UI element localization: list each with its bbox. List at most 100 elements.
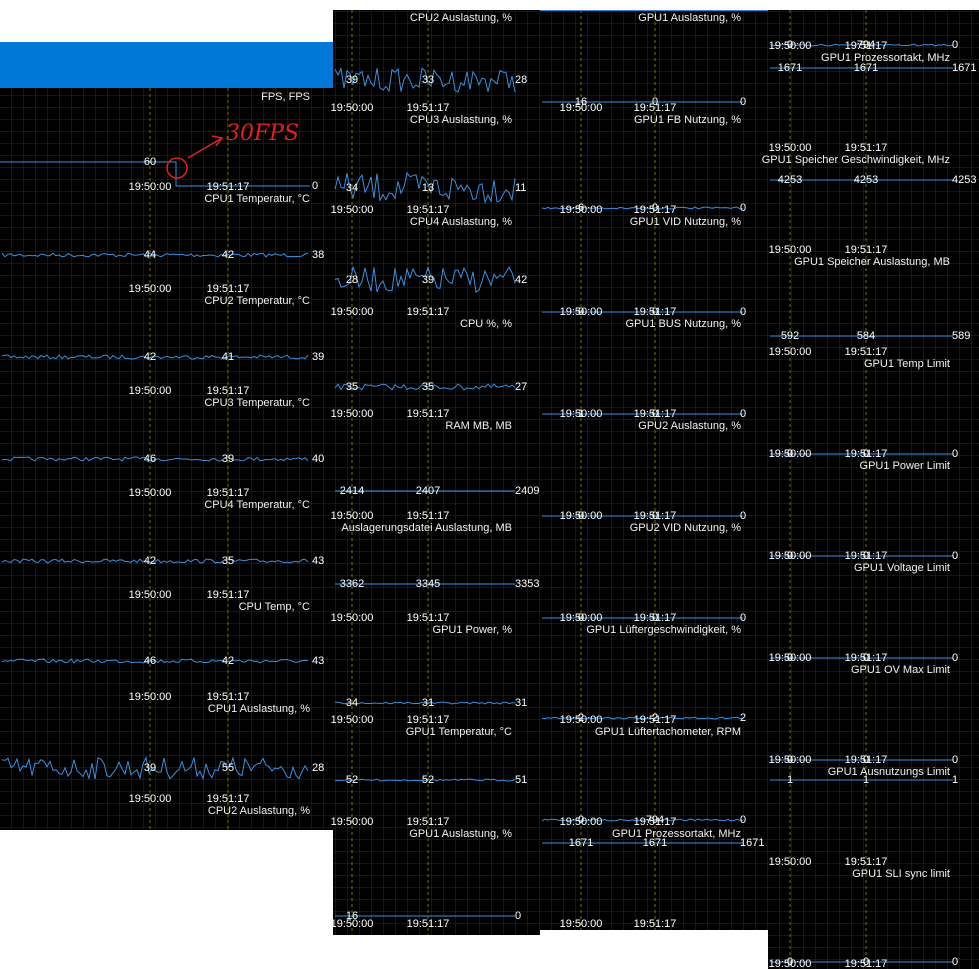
time-label: 19:50:00 <box>769 346 812 358</box>
time-label: 19:51:17 <box>845 142 888 154</box>
panel-title: CPU3 Auslastung, % <box>410 114 512 126</box>
value-label: 35 <box>346 381 358 393</box>
time-label: 19:51:17 <box>207 181 250 193</box>
value-label: 0 <box>787 448 793 460</box>
annotation-arrow <box>187 135 224 159</box>
panel-title: GPU1 Lüftertachometer, RPM <box>595 726 741 738</box>
annotation-text: 30FPS <box>226 121 299 146</box>
value-label: 0 <box>652 408 658 420</box>
value-label: 1671 <box>952 62 976 74</box>
value-label: 0 <box>652 96 658 108</box>
panel-title: GPU1 Temperatur, °C <box>406 726 512 738</box>
panel-title: GPU1 Prozessortakt, MHz <box>612 828 741 840</box>
panel-title: CPU2 Auslastung, % <box>410 12 512 24</box>
trace <box>335 701 516 705</box>
time-label: 19:50:00 <box>560 306 603 318</box>
value-label: 794 <box>646 814 664 826</box>
value-label: 0 <box>515 910 521 922</box>
value-label: 6 <box>578 202 584 214</box>
trace <box>541 818 744 822</box>
value-label: 0 <box>740 306 746 318</box>
time-label: 19:51:17 <box>634 204 677 216</box>
value-label: 40 <box>312 453 324 465</box>
time-label: 19:51:17 <box>634 306 677 318</box>
panel-title: CPU Temp, °C <box>239 601 310 613</box>
value-label: 3362 <box>340 578 364 590</box>
column-bg <box>768 10 979 969</box>
value-label: 1671 <box>854 62 878 74</box>
value-label: 4253 <box>778 174 802 186</box>
time-label: 19:50:00 <box>129 691 172 703</box>
value-label: 60 <box>144 156 156 168</box>
panel-title: GPU1 Speicher Geschwindigkeit, MHz <box>762 154 950 166</box>
trace <box>334 778 516 782</box>
trace <box>541 206 744 210</box>
value-label: 0 <box>578 612 584 624</box>
panel-title: CPU1 Temperatur, °C <box>204 193 310 205</box>
panel-title: GPU1 Speicher Auslastung, MB <box>794 256 950 268</box>
panel-title: GPU1 Auslastung, % <box>638 12 741 24</box>
value-label: 0 <box>740 814 746 826</box>
panel-title: GPU1 BUS Nutzung, % <box>625 318 741 330</box>
value-label: 38 <box>312 249 324 261</box>
column-bg <box>333 10 540 935</box>
time-label: 19:50:00 <box>129 793 172 805</box>
time-label: 19:51:17 <box>845 244 888 256</box>
value-label: 1 <box>863 774 869 786</box>
value-label: 39 <box>222 453 234 465</box>
time-label: 19:50:00 <box>560 510 603 522</box>
value-label: 52 <box>422 774 434 786</box>
time-label: 19:51:17 <box>634 510 677 522</box>
panel-title: GPU2 VID Nutzung, % <box>630 522 741 534</box>
trace <box>1 456 309 462</box>
value-label: 31 <box>515 697 527 709</box>
value-label: 589 <box>952 330 970 342</box>
time-label: 19:51:17 <box>634 612 677 624</box>
trace <box>334 265 516 294</box>
time-label: 19:51:17 <box>407 204 450 216</box>
value-label: 0 <box>952 956 958 968</box>
time-label: 19:51:17 <box>634 408 677 420</box>
value-label: 0 <box>863 956 869 968</box>
panel-title: GPU1 Temp Limit <box>864 358 950 370</box>
value-label: 0 <box>652 612 658 624</box>
time-label: 19:51:17 <box>407 510 450 522</box>
panel-title: GPU1 Lüftergeschwindigkeit, % <box>586 624 741 636</box>
value-label: 0 <box>578 814 584 826</box>
value-label: 592 <box>781 330 799 342</box>
time-label: 19:51:17 <box>845 448 888 460</box>
time-label: 19:50:00 <box>560 102 603 114</box>
value-label: 0 <box>787 39 793 51</box>
time-label: 19:50:00 <box>769 754 812 766</box>
value-label: 39 <box>144 762 156 774</box>
value-label: 4253 <box>952 174 976 186</box>
value-label: 13 <box>422 182 434 194</box>
time-label: 19:50:00 <box>129 589 172 601</box>
value-label: 0 <box>952 550 958 562</box>
panel-title: GPU1 Prozessortakt, MHz <box>821 52 950 64</box>
time-label: 19:51:17 <box>845 958 888 969</box>
value-label: 0 <box>578 306 584 318</box>
value-label: 1 <box>952 774 958 786</box>
panel-title: GPU1 Voltage Limit <box>854 562 950 574</box>
value-label: 43 <box>312 655 324 667</box>
value-label: 0 <box>740 612 746 624</box>
time-label: 19:50:00 <box>769 652 812 664</box>
trace <box>541 716 744 720</box>
value-label: 42 <box>144 351 156 363</box>
panel-title: GPU2 Auslastung, % <box>638 420 741 432</box>
value-label: 0 <box>863 754 869 766</box>
value-label: 0 <box>740 510 746 522</box>
time-label: 19:51:17 <box>845 40 888 52</box>
time-label: 19:50:00 <box>769 958 812 969</box>
time-label: 19:51:17 <box>207 385 250 397</box>
time-label: 19:50:00 <box>129 181 172 193</box>
value-label: 1 <box>578 408 584 420</box>
time-label: 19:50:00 <box>560 204 603 216</box>
time-label: 19:51:17 <box>634 714 677 726</box>
trace <box>1 756 309 781</box>
panel-title: RAM MB, MB <box>445 420 512 432</box>
value-label: 11 <box>515 182 526 194</box>
time-label: 19:51:17 <box>634 102 677 114</box>
value-label: 2409 <box>515 485 539 497</box>
